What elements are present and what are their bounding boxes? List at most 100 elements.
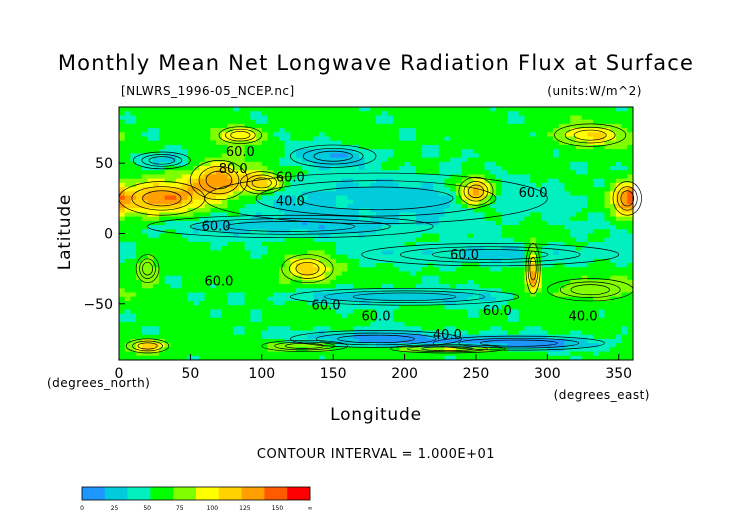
- heatmap-cell: [564, 170, 571, 175]
- heatmap-cell: [176, 317, 183, 323]
- heatmap-cell: [119, 246, 126, 251]
- heatmap-cell: [461, 300, 468, 306]
- heatmap-cell: [210, 326, 217, 331]
- heatmap-cell: [347, 166, 354, 171]
- heatmap-cell: [627, 229, 634, 234]
- heatmap-cell: [119, 296, 126, 302]
- heatmap-cell: [398, 241, 405, 247]
- heatmap-cell: [147, 233, 154, 239]
- heatmap-cell: [210, 267, 217, 272]
- heatmap-cell: [593, 187, 600, 192]
- heatmap-cell: [398, 107, 405, 112]
- heatmap-cell: [495, 111, 503, 116]
- heatmap-cell: [376, 296, 383, 302]
- heatmap-cell: [558, 322, 565, 327]
- heatmap-cell: [198, 237, 206, 243]
- heatmap-cell: [221, 322, 228, 327]
- heatmap-cell: [581, 237, 588, 243]
- heatmap-cell: [227, 119, 234, 125]
- heatmap-cell: [553, 111, 560, 116]
- heatmap-cell: [404, 233, 411, 239]
- heatmap-cell: [347, 322, 354, 327]
- heatmap-cell: [130, 174, 137, 180]
- heatmap-cell: [198, 246, 206, 251]
- heatmap-cell: [318, 208, 325, 213]
- heatmap-cell: [501, 107, 508, 112]
- heatmap-cell: [364, 220, 371, 226]
- heatmap-cell: [353, 115, 360, 121]
- heatmap-cell: [547, 288, 554, 293]
- heatmap-cell: [336, 208, 343, 213]
- heatmap-cell: [216, 195, 223, 201]
- heatmap-cell: [358, 305, 365, 310]
- heatmap-cell: [524, 288, 531, 293]
- heatmap-cell: [153, 246, 160, 251]
- heatmap-cell: [250, 233, 257, 239]
- heatmap-cell: [364, 140, 371, 146]
- heatmap-cell: [421, 166, 428, 171]
- heatmap-cell: [513, 241, 520, 247]
- heatmap-cell: [261, 322, 268, 327]
- heatmap-cell: [256, 237, 263, 243]
- heatmap-cell: [256, 166, 263, 171]
- heatmap-cell: [158, 216, 166, 222]
- heatmap-cell: [290, 199, 297, 205]
- heatmap-cell: [478, 241, 485, 247]
- heatmap-cell: [535, 107, 543, 112]
- heatmap-cell: [587, 174, 594, 180]
- heatmap-cell: [410, 330, 417, 336]
- heatmap-cell: [438, 161, 445, 167]
- heatmap-cell: [421, 111, 428, 116]
- heatmap-cell: [507, 220, 514, 226]
- heatmap-cell: [119, 123, 126, 129]
- heatmap-cell: [501, 288, 508, 293]
- heatmap-cell: [147, 157, 154, 163]
- heatmap-cell: [541, 182, 548, 188]
- heatmap-cell: [558, 115, 565, 121]
- heatmap-cell: [376, 300, 383, 306]
- heatmap-cell: [158, 258, 166, 264]
- heatmap-cell: [438, 136, 445, 142]
- heatmap-cell: [404, 136, 411, 142]
- heatmap-cell: [370, 279, 377, 285]
- heatmap-cell: [301, 296, 308, 302]
- heatmap-cell: [507, 271, 514, 277]
- heatmap-cell: [164, 136, 171, 142]
- heatmap-cell: [141, 157, 148, 163]
- heatmap-cell: [267, 225, 274, 230]
- heatmap-cell: [593, 161, 600, 167]
- heatmap-cell: [547, 229, 554, 234]
- heatmap-cell: [238, 279, 246, 285]
- heatmap-cell: [307, 157, 314, 163]
- heatmap-cell: [427, 140, 434, 146]
- heatmap-cell: [455, 203, 463, 209]
- heatmap-cell: [421, 128, 428, 133]
- heatmap-cell: [227, 237, 234, 243]
- heatmap-cell: [490, 330, 497, 336]
- heatmap-cell: [324, 144, 331, 150]
- heatmap-cell: [604, 284, 611, 289]
- heatmap-cell: [410, 275, 417, 281]
- heatmap-cell: [387, 216, 394, 222]
- heatmap-cell: [124, 233, 131, 239]
- heatmap-cell: [301, 208, 308, 213]
- heatmap-cell: [296, 284, 303, 289]
- heatmap-cell: [221, 271, 228, 277]
- heatmap-cell: [198, 322, 206, 327]
- heatmap-cell: [136, 144, 143, 150]
- heatmap-cell: [473, 149, 480, 154]
- heatmap-cell: [290, 166, 297, 171]
- heatmap-cell: [221, 187, 228, 192]
- heatmap-cell: [376, 208, 383, 213]
- heatmap-cell: [278, 208, 286, 213]
- heatmap-cell: [610, 326, 617, 331]
- heatmap-cell: [358, 338, 365, 344]
- heatmap-cell: [427, 115, 434, 121]
- heatmap-cell: [535, 140, 543, 146]
- heatmap-cell: [410, 225, 417, 230]
- heatmap-cell: [627, 334, 634, 340]
- heatmap-cell: [438, 128, 445, 133]
- heatmap-cell: [530, 267, 537, 272]
- heatmap-cell: [124, 225, 131, 230]
- heatmap-cell: [233, 237, 240, 243]
